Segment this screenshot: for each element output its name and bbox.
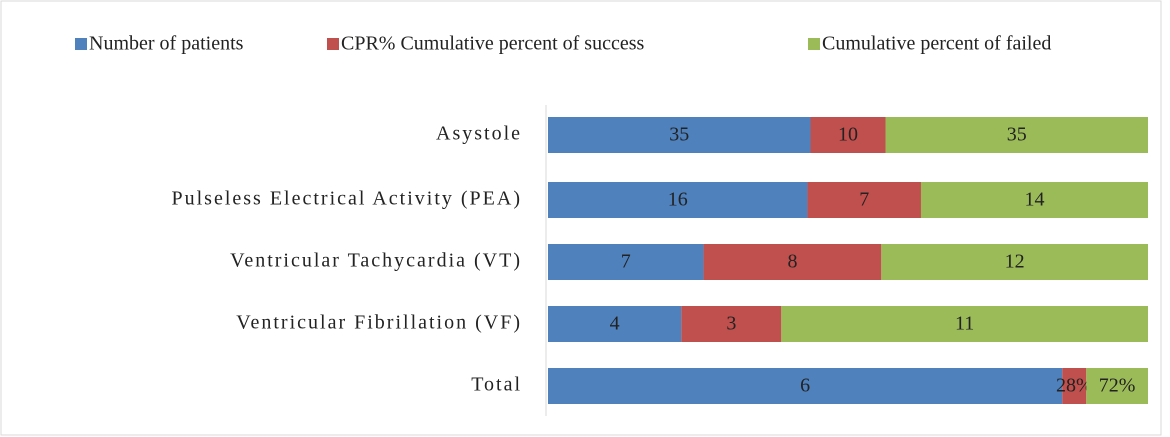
legend-swatch xyxy=(808,38,820,50)
bar-segment xyxy=(548,306,682,342)
data-label: 8 xyxy=(787,251,797,273)
y-tick-label: Ventricular Fibrillation (VF) xyxy=(236,312,522,334)
data-label: 72% xyxy=(1099,375,1136,397)
y-tick-label: Pulseless Electrical Activity (PEA) xyxy=(172,188,523,210)
bar-segment xyxy=(548,117,811,153)
data-label: 3 xyxy=(726,313,736,335)
data-label: 35 xyxy=(669,124,689,146)
y-tick-label: Total xyxy=(471,374,522,396)
data-label: 7 xyxy=(621,251,631,273)
data-label: 4 xyxy=(610,313,620,335)
bar-segment xyxy=(548,182,808,218)
bar-segment xyxy=(548,368,1063,404)
bar-segment xyxy=(885,117,1148,153)
bar-segment xyxy=(881,244,1148,280)
data-label: 10 xyxy=(838,124,858,146)
data-label: 28% xyxy=(1056,375,1093,397)
bar-segment xyxy=(807,182,921,218)
data-label: 35 xyxy=(1007,124,1027,146)
bar-segment xyxy=(703,244,882,280)
data-label: 7 xyxy=(859,189,869,211)
bar-segment xyxy=(548,244,704,280)
data-label: 6 xyxy=(800,375,810,397)
bar-segment xyxy=(681,306,782,342)
y-tick-label: Ventricular Tachycardia (VT) xyxy=(230,250,522,272)
data-label: 11 xyxy=(955,313,974,335)
data-label: 16 xyxy=(668,189,688,211)
legend-label: CPR% Cumulative percent of success xyxy=(341,33,644,55)
bar-segment xyxy=(810,117,886,153)
legend-label: Cumulative percent of failed xyxy=(822,33,1051,55)
legend-swatch xyxy=(327,38,339,50)
y-tick-label: Asystole xyxy=(436,123,522,145)
bar-segment xyxy=(1062,368,1087,404)
data-label: 12 xyxy=(1005,251,1025,273)
bar-segment xyxy=(920,182,1148,218)
legend-label: Number of patients xyxy=(89,33,244,55)
legend-swatch xyxy=(75,38,87,50)
data-label: 14 xyxy=(1024,189,1044,211)
bar-segment xyxy=(1086,368,1148,404)
bar-segment xyxy=(781,306,1148,342)
